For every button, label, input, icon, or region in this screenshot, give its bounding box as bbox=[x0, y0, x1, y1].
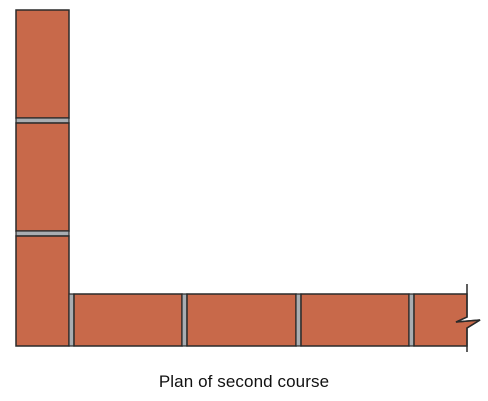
brick-vertical-1 bbox=[15, 9, 70, 119]
brick-horizontal-3 bbox=[300, 293, 410, 347]
brick-horizontal-4-broken bbox=[413, 293, 481, 347]
brick-vertical-3 bbox=[15, 235, 70, 347]
zigzag-break-line-icon bbox=[455, 284, 481, 352]
horizontal-wall-leg bbox=[73, 293, 481, 347]
diagram-caption: Plan of second course bbox=[158, 372, 330, 391]
vertical-wall-leg bbox=[15, 9, 70, 347]
brick-horizontal-2 bbox=[186, 293, 297, 347]
brick-horizontal-1 bbox=[73, 293, 183, 347]
brick-vertical-2 bbox=[15, 122, 70, 232]
